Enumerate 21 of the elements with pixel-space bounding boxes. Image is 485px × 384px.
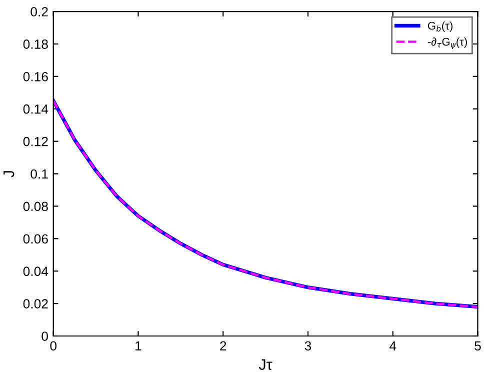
y-tick-label: 0.18 <box>23 40 48 49</box>
y-tick-label: 0.04 <box>23 266 48 276</box>
x-tick-label: 0 <box>50 341 57 351</box>
x-tick-label: 1 <box>136 341 142 350</box>
y-tick-label: 0 <box>42 332 48 341</box>
legend-label: -∂$_{τ}$G$_{ψ}$(τ) <box>428 38 467 50</box>
x-tick-label: 5 <box>474 341 481 351</box>
x-tick-label: 4 <box>389 341 396 350</box>
y-tick-label: 0.08 <box>23 202 48 212</box>
x-axis-title: Jτ <box>258 359 272 370</box>
x-tick-label: 3 <box>304 341 312 351</box>
y-tick-label: 0.02 <box>23 299 48 308</box>
legend-label: G$_{b}$(τ) <box>428 22 452 32</box>
x-tick-label: 2 <box>220 341 226 350</box>
y-tick-label: 0.06 <box>23 234 48 244</box>
y-tick-label: 0.12 <box>23 136 48 146</box>
y-tick-label: 0.2 <box>30 7 48 16</box>
y-axis-title: J <box>4 171 14 178</box>
y-tick-label: 0.14 <box>23 104 48 114</box>
y-tick-label: 0.1 <box>30 169 48 179</box>
y-tick-label: 0.16 <box>23 72 48 82</box>
